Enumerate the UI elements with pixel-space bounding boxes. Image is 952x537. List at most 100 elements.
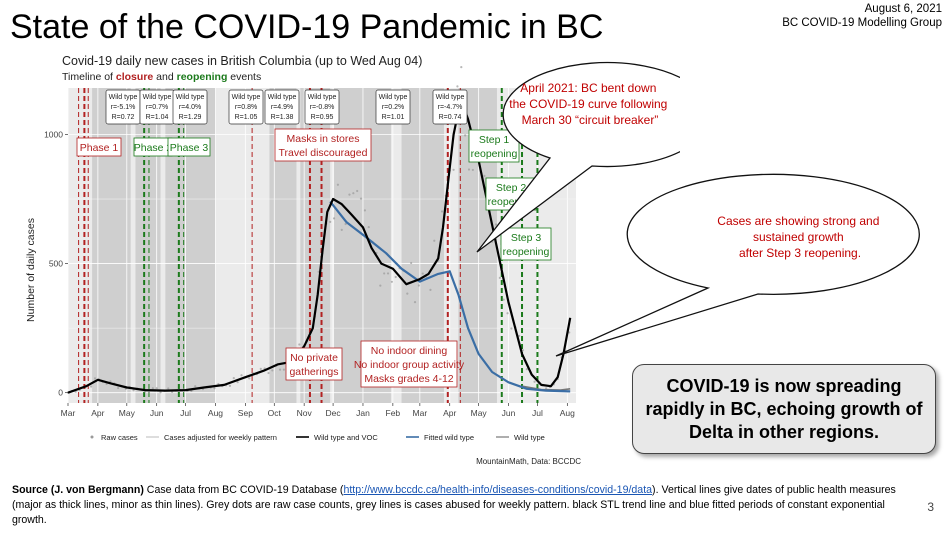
- series-line: [329, 200, 571, 393]
- callout-step3: Cases are showing strong and sustained g…: [555, 173, 920, 357]
- step-3-label-frame: [500, 227, 552, 261]
- callout-april-line-2: the COVID-19 curve following: [509, 97, 667, 111]
- growth-rate-box: Wild type r=4.0% R=1.29: [172, 89, 208, 125]
- subtitle-reopening: reopening: [177, 71, 228, 83]
- step-2-label-text: Step 2: [496, 182, 527, 194]
- step-1-label: Step 1 reopening: [468, 129, 520, 163]
- phase-2-label-text: Phase 2: [134, 142, 173, 154]
- indoor-restrictions-label-text: Masks grades 4-12: [364, 373, 453, 385]
- chart-title: Covid-19 daily new cases in British Colu…: [62, 54, 422, 68]
- growth-box-text: R=1.38: [271, 114, 294, 121]
- raw-case-dot: [155, 387, 158, 390]
- raw-case-dot: [213, 387, 216, 390]
- phase-3-label-frame: [167, 137, 211, 157]
- raw-case-dot: [356, 189, 359, 193]
- growth-box-text: R=0.74: [439, 114, 462, 121]
- growth-box-text: Wild type: [232, 94, 261, 101]
- slide-org: BC COVID-19 Modelling Group: [782, 17, 942, 29]
- legend-item-label: Raw cases: [101, 433, 138, 442]
- growth-box-text: R=0.95: [311, 114, 334, 121]
- growth-box-text: Wild type: [268, 94, 297, 101]
- callout-step3-shape: [555, 173, 920, 357]
- indoor-restrictions-label-text: No indoor dining: [371, 345, 448, 357]
- growth-rate-box: Wild type r=-5.1% R=0.72: [105, 89, 141, 125]
- masks-travel-label-text: Masks in stores: [287, 133, 360, 145]
- masks-travel-label: Masks in stores Travel discouraged: [274, 128, 372, 162]
- raw-case-dot: [383, 272, 386, 275]
- legend-item-label: Cases adjusted for weekly pattern: [164, 433, 277, 442]
- raw-case-dot: [240, 374, 243, 377]
- growth-rate-box: Wild type r=-0.8% R=0.95: [304, 89, 340, 125]
- source-text-1: Case data from BC COVID-19 Database (: [143, 484, 344, 496]
- growth-box-text: r=4.0%: [179, 104, 201, 111]
- growth-box-text: Wild type: [143, 94, 172, 101]
- source-link[interactable]: http://www.bccdc.ca/health-info/diseases…: [343, 484, 653, 496]
- callout-step3-text: Cases are showing strong and sustained g…: [717, 214, 882, 260]
- growth-rate-box: Wild type r=4.9% R=1.38: [264, 89, 300, 125]
- x-tick-label: Apr: [91, 408, 104, 418]
- raw-case-dot: [483, 174, 486, 177]
- raw-case-dot: [93, 377, 97, 380]
- growth-box-text: Wild type: [436, 94, 465, 101]
- raw-case-dot: [545, 387, 548, 390]
- raw-case-dot: [117, 386, 120, 390]
- summary-text: COVID-19 is now spreading rapidly in BC,…: [645, 375, 923, 442]
- raw-case-dot: [159, 391, 162, 394]
- growth-box-text: r=-5.1%: [111, 104, 136, 111]
- x-tick-label: Oct: [268, 408, 282, 418]
- chart-subtitle: Timeline of closure and reopening events: [62, 71, 261, 83]
- growth-box-text: r=0.2%: [382, 104, 404, 111]
- phase-3-label-text: Phase 3: [170, 142, 209, 154]
- raw-case-dot: [329, 220, 332, 223]
- raw-case-dot: [298, 343, 301, 346]
- step-3-label-text: Step 3: [511, 232, 542, 244]
- raw-case-dot: [386, 272, 390, 275]
- raw-case-dot: [390, 280, 393, 283]
- legend-item-label: Wild type and VOC: [314, 433, 378, 442]
- y-tick-label: 0: [58, 388, 63, 398]
- raw-case-dot: [410, 261, 413, 265]
- chart-caption: MountainMath, Data: BCCDC: [476, 457, 581, 466]
- raw-case-dot: [510, 327, 513, 330]
- callout-step3-line-2: sustained growth: [753, 230, 844, 244]
- growth-box-text: Wild type: [176, 94, 205, 101]
- x-tick-label: Jun: [150, 408, 164, 418]
- callout-april-line-3: March 30 “circuit breaker”: [522, 113, 659, 127]
- raw-case-dot: [460, 66, 463, 69]
- legend-swatch: [90, 435, 94, 439]
- raw-case-dot: [151, 387, 154, 390]
- growth-box-frame: [432, 89, 468, 125]
- raw-case-dot: [344, 222, 347, 226]
- raw-case-dot: [521, 349, 525, 352]
- growth-box-frame: [375, 89, 411, 125]
- raw-case-dot: [417, 284, 420, 287]
- case-chart: Covid-19 daily new cases in British Colu…: [25, 54, 581, 466]
- chart-legend: Raw cases Cases adjusted for weekly patte…: [90, 433, 545, 442]
- step-1-label-frame: [468, 129, 520, 163]
- x-tick-label: Mar: [61, 408, 76, 418]
- callout-april-line-1: April 2021: BC bent down: [520, 81, 656, 95]
- raw-case-dot: [228, 384, 232, 387]
- x-tick-label: Nov: [297, 408, 313, 418]
- source-text-2: ). Vertical lines give dates of public h…: [12, 484, 896, 526]
- x-tick-label: Mar: [413, 408, 428, 418]
- phase-2-label: Phase 2: [133, 137, 173, 157]
- raw-case-dot: [379, 284, 382, 287]
- growth-box-text: R=1.04: [146, 114, 169, 121]
- growth-box-text: Wild type: [109, 94, 138, 101]
- growth-box-text: r=0.8%: [235, 104, 257, 111]
- growth-box-frame: [264, 89, 300, 125]
- growth-rate-box: Wild type r=0.7% R=1.04: [139, 89, 175, 125]
- raw-case-dot: [433, 239, 436, 242]
- x-tick-label: Dec: [326, 408, 342, 418]
- x-tick-label: Apr: [443, 408, 456, 418]
- raw-case-dot: [340, 228, 343, 232]
- raw-case-dot: [363, 209, 366, 212]
- growth-box-text: r=-0.8%: [310, 104, 335, 111]
- summary-box: COVID-19 is now spreading rapidly in BC,…: [632, 364, 936, 454]
- step-3-label-text: reopening: [503, 246, 550, 258]
- no-private-gatherings-label-text: gatherings: [289, 366, 338, 378]
- raw-case-dot: [352, 192, 355, 195]
- callout-april-shape: [476, 61, 680, 253]
- raw-case-dot: [506, 312, 509, 315]
